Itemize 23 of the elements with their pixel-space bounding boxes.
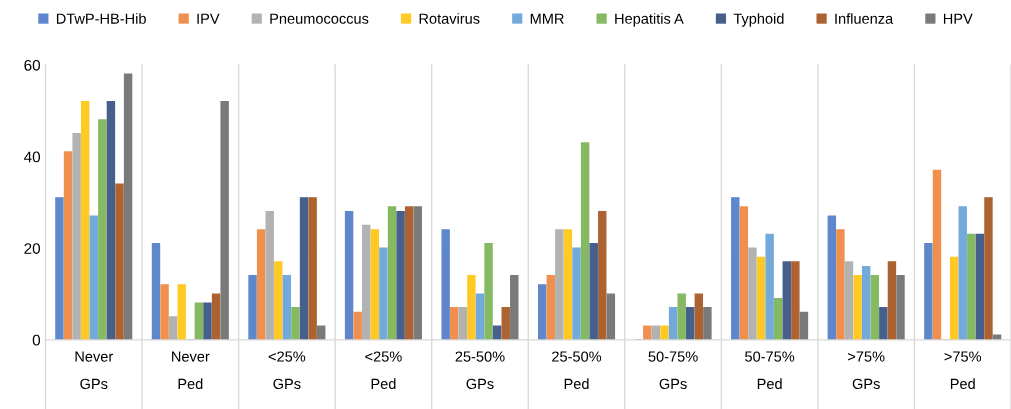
x-tick-label: 25-50% Ped: [552, 351, 602, 390]
legend-label: HPV: [943, 13, 973, 24]
x-tick-label: Never GPs: [75, 351, 113, 390]
x-tick-label: >75% GPs: [848, 351, 885, 390]
legend-label: Pneumococcus: [270, 13, 369, 24]
legend-label: Rotavirus: [419, 13, 480, 24]
legend-label: Influenza: [835, 13, 894, 24]
legend-label: Hepatitis A: [615, 13, 684, 27]
x-tick-label: <25% Ped: [365, 351, 402, 390]
legend-label: DTwP-HB-Hib: [56, 13, 146, 24]
y-tick-label: 60: [24, 59, 41, 71]
x-tick-label: <25% GPs: [268, 351, 306, 390]
legend-label: IPV: [197, 13, 220, 24]
y-tick-label: 0: [32, 334, 41, 346]
x-tick-label: 50-75% Ped: [745, 351, 795, 390]
legend-label: MMR: [530, 13, 564, 24]
x-tick-label: 50-75% GPs: [648, 351, 698, 390]
x-tick-label: >75% Ped: [944, 351, 982, 390]
x-tick-label: Never Ped: [172, 351, 210, 390]
y-tick-label: 40: [23, 151, 41, 163]
y-tick-label: 20: [24, 243, 41, 254]
legend-label: Typhoid: [733, 13, 784, 27]
x-tick-label: 25-50% GPs: [455, 351, 505, 390]
